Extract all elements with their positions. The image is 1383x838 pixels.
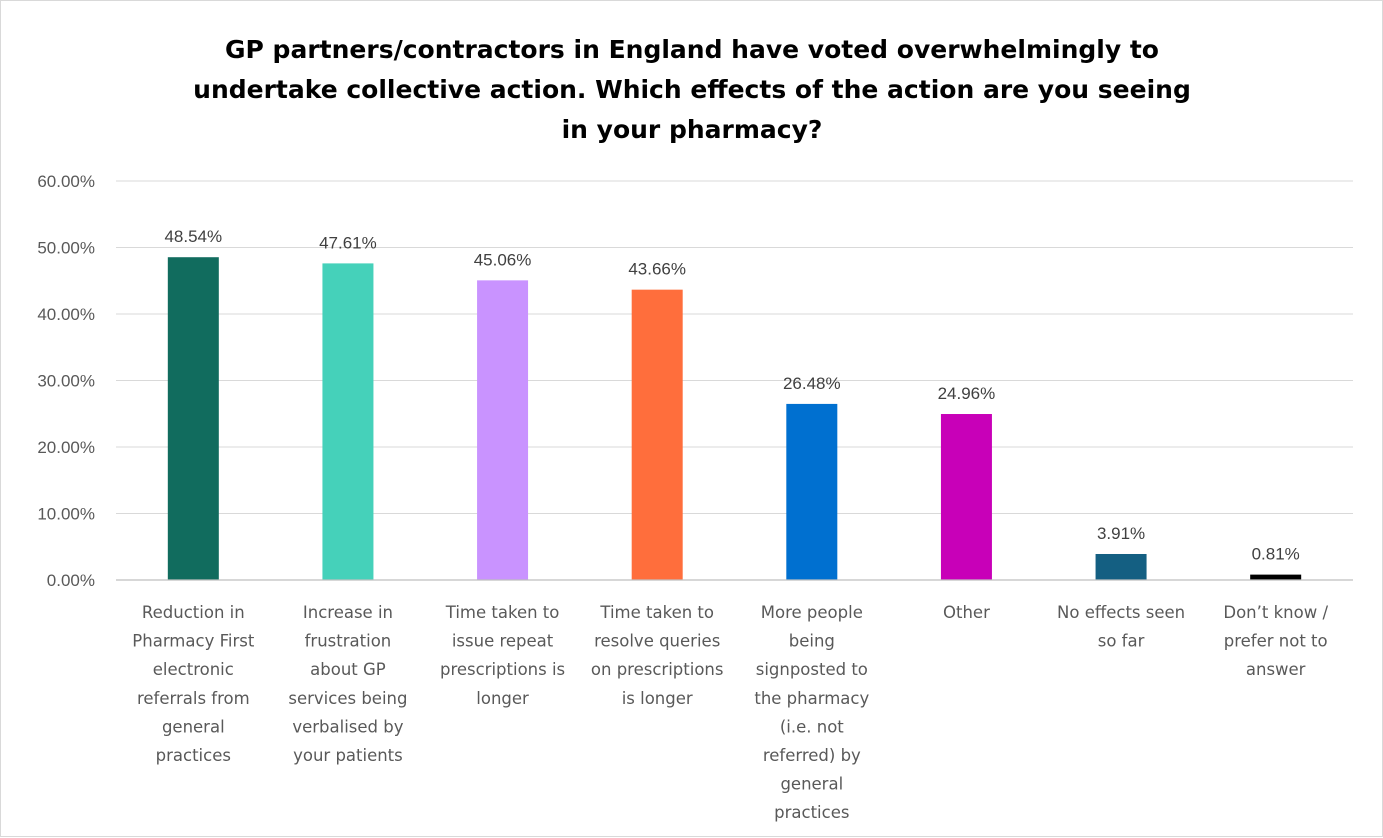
category-label: referred) by (763, 746, 861, 765)
category-label: general (780, 775, 843, 794)
bar (1250, 575, 1301, 580)
category-labels: Reduction in Pharmacy First electronic refe… (132, 603, 1328, 822)
category-label: electronic (153, 660, 234, 679)
category-label: Time taken to (599, 603, 714, 622)
bar (941, 414, 992, 580)
category-label: Pharmacy First (132, 632, 255, 651)
data-label: 24.96% (938, 384, 996, 403)
data-label: 48.54% (164, 227, 222, 246)
gridlines (116, 181, 1353, 514)
category-label: so far (1098, 632, 1145, 651)
category-label: verbalised by (292, 717, 403, 736)
category-label: signposted to (756, 660, 868, 679)
bar (632, 290, 683, 580)
category-label: Time taken to (445, 603, 560, 622)
data-label: 26.48% (783, 374, 841, 393)
chart-title-line: GP partners/contractors in England have … (225, 35, 1159, 64)
data-label: 43.66% (628, 260, 686, 279)
category-label: referrals from (137, 689, 250, 708)
category-label: Other (943, 603, 990, 622)
y-tick-label: 40.00% (37, 305, 95, 324)
bar (168, 257, 219, 580)
category-label: prescriptions is (440, 660, 565, 679)
data-label: 3.91% (1097, 524, 1145, 543)
category-label: general (162, 717, 225, 736)
y-tick-label: 10.00% (37, 505, 95, 524)
category-label: practices (156, 746, 231, 765)
y-tick-label: 20.00% (37, 438, 95, 457)
category-label: prefer not to (1224, 632, 1328, 651)
category-label: Don’t know / (1223, 603, 1328, 622)
data-label: 45.06% (474, 250, 532, 269)
category-label: (i.e. not (780, 717, 844, 736)
category-label: about GP (310, 660, 386, 679)
y-tick-label: 0.00% (47, 571, 95, 590)
chart-title-line: in your pharmacy? (562, 115, 823, 144)
category-label: answer (1246, 660, 1306, 679)
bar (1096, 554, 1147, 580)
category-label: practices (774, 803, 849, 822)
data-label: 47.61% (319, 233, 377, 252)
chart-title-line: undertake collective action. Which effec… (193, 75, 1191, 104)
category-label: the pharmacy (754, 689, 869, 708)
category-label: Reduction in (142, 603, 245, 622)
category-label: More people (761, 603, 863, 622)
category-label: is longer (622, 689, 693, 708)
category-label: being (789, 632, 835, 651)
category-label: longer (476, 689, 529, 708)
category-label: Increase in (303, 603, 393, 622)
chart-title: GP partners/contractors in England have … (193, 35, 1191, 144)
y-tick-label: 30.00% (37, 372, 95, 391)
category-label: services being (288, 689, 407, 708)
bar (477, 280, 528, 580)
bar (786, 404, 837, 580)
bar (322, 263, 373, 580)
category-label: issue repeat (452, 632, 554, 651)
category-label: your patients (293, 746, 403, 765)
category-label: on prescriptions (591, 660, 724, 679)
y-tick-label: 50.00% (37, 239, 95, 258)
category-label: No effects seen (1057, 603, 1185, 622)
y-axis-tick-labels: 0.00% 10.00% 20.00% 30.00% 40.00% 50.00% 60.00… (37, 172, 95, 590)
category-label: resolve queries (594, 632, 720, 651)
data-label: 0.81% (1252, 545, 1300, 564)
y-tick-label: 60.00% (37, 172, 95, 191)
category-label: frustration (305, 632, 392, 651)
